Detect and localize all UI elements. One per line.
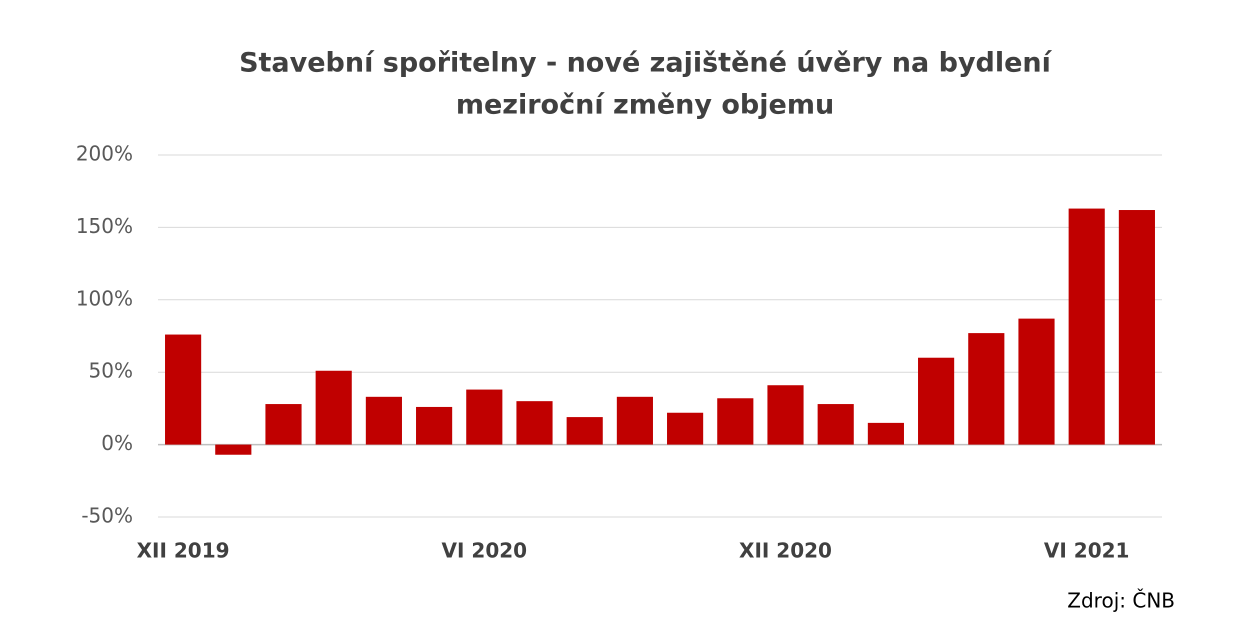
chart-title: Stavební spořitelny - nové zajištěné úvě… [239,48,1053,79]
bar [767,385,804,445]
y-tick-label: 0% [101,431,133,455]
y-tick-label: 100% [76,286,133,310]
bar [918,357,955,445]
bar [566,417,603,445]
x-tick-label: VI 2020 [442,539,528,563]
bar [717,398,754,445]
x-tick-label: XII 2020 [739,539,832,563]
bar [968,333,1005,445]
bar [817,404,854,445]
bar [466,389,503,445]
bar [667,412,704,445]
y-tick-label: 200% [76,142,133,166]
x-tick-label: XII 2019 [137,539,230,563]
bar [365,396,402,445]
chart-subtitle: meziroční změny objemu [456,90,834,121]
x-tick-label: VI 2021 [1044,539,1130,563]
bar [1068,208,1105,445]
bar [1018,318,1055,445]
bar [265,404,302,445]
bar [867,422,904,445]
bar [416,406,453,445]
y-tick-label: 50% [89,359,133,383]
bar [1118,210,1155,445]
bar [215,444,252,455]
bar [616,396,653,445]
y-tick-label: -50% [81,504,133,528]
y-tick-label: 150% [76,214,133,238]
bar [315,370,352,445]
source-note: Zdroj: ČNB [1067,589,1175,613]
bar [516,401,553,445]
bar [165,334,202,445]
